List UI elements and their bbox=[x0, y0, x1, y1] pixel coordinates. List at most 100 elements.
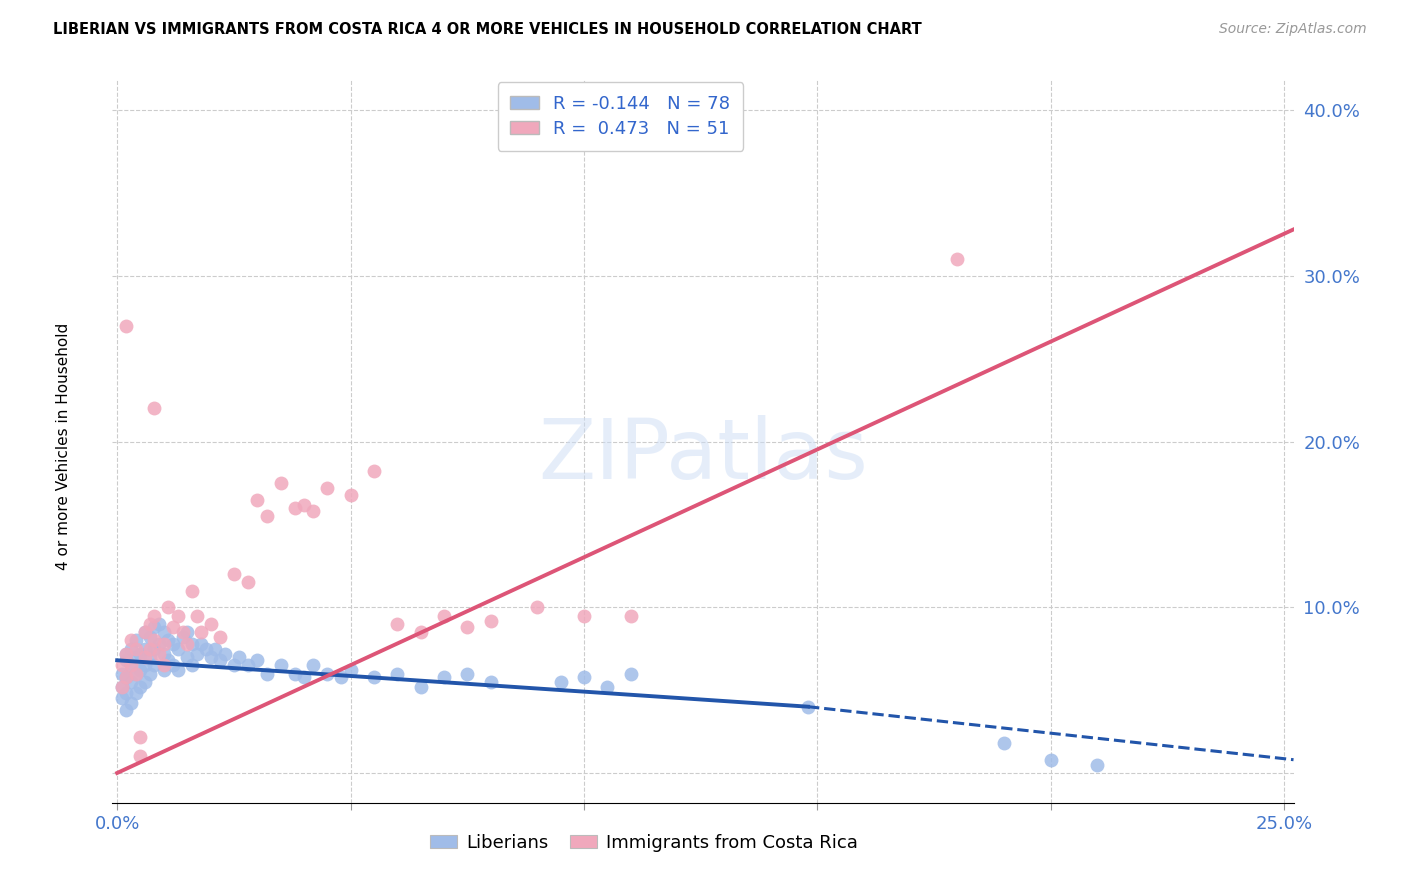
Point bbox=[222, 567, 245, 582]
Point bbox=[111, 680, 134, 694]
Point bbox=[993, 736, 1015, 750]
Point bbox=[139, 616, 162, 631]
Point bbox=[316, 481, 339, 495]
Point bbox=[180, 637, 202, 651]
Point bbox=[316, 666, 339, 681]
Point bbox=[283, 666, 305, 681]
Point bbox=[283, 500, 305, 515]
Point bbox=[194, 641, 217, 656]
Point bbox=[143, 608, 166, 623]
Point bbox=[200, 616, 222, 631]
Point bbox=[1087, 757, 1109, 772]
Point bbox=[292, 670, 315, 684]
Point bbox=[120, 674, 142, 689]
Text: 4 or more Vehicles in Household: 4 or more Vehicles in Household bbox=[56, 322, 70, 570]
Point bbox=[456, 620, 478, 634]
Point bbox=[176, 625, 198, 640]
Point bbox=[433, 670, 456, 684]
Point bbox=[270, 658, 292, 673]
Point bbox=[125, 686, 148, 700]
Point bbox=[129, 749, 152, 764]
Point bbox=[1039, 753, 1062, 767]
Point bbox=[148, 647, 170, 661]
Point bbox=[339, 487, 361, 501]
Point bbox=[120, 697, 142, 711]
Point bbox=[180, 583, 202, 598]
Point bbox=[572, 608, 595, 623]
Point bbox=[339, 663, 361, 677]
Point bbox=[256, 509, 278, 524]
Point bbox=[125, 650, 148, 665]
Text: ZIPatlas: ZIPatlas bbox=[538, 416, 868, 497]
Point bbox=[115, 670, 138, 684]
Point bbox=[120, 658, 142, 673]
Point bbox=[120, 633, 142, 648]
Point bbox=[157, 600, 180, 615]
Text: Source: ZipAtlas.com: Source: ZipAtlas.com bbox=[1219, 22, 1367, 37]
Point bbox=[115, 670, 138, 684]
Point bbox=[572, 670, 595, 684]
Point bbox=[620, 666, 643, 681]
Point bbox=[456, 666, 478, 681]
Point bbox=[157, 653, 180, 667]
Point bbox=[143, 658, 166, 673]
Point bbox=[125, 666, 148, 681]
Point bbox=[125, 633, 148, 648]
Point bbox=[125, 641, 148, 656]
Point bbox=[228, 650, 250, 665]
Point bbox=[120, 658, 142, 673]
Point bbox=[302, 504, 325, 518]
Point bbox=[143, 401, 166, 416]
Point bbox=[129, 647, 152, 661]
Point bbox=[946, 252, 969, 267]
Point bbox=[214, 647, 236, 661]
Point bbox=[143, 620, 166, 634]
Point bbox=[166, 608, 188, 623]
Point bbox=[409, 680, 432, 694]
Point bbox=[176, 637, 198, 651]
Point bbox=[143, 641, 166, 656]
Point bbox=[246, 653, 269, 667]
Point bbox=[596, 680, 619, 694]
Point bbox=[186, 647, 208, 661]
Point bbox=[153, 625, 176, 640]
Point bbox=[292, 498, 315, 512]
Point bbox=[172, 630, 194, 644]
Point bbox=[270, 475, 292, 490]
Point bbox=[153, 663, 176, 677]
Point bbox=[111, 666, 134, 681]
Point bbox=[620, 608, 643, 623]
Point bbox=[153, 637, 176, 651]
Point bbox=[115, 653, 138, 667]
Point bbox=[256, 666, 278, 681]
Point bbox=[139, 641, 162, 656]
Point bbox=[222, 658, 245, 673]
Point bbox=[363, 464, 385, 478]
Point bbox=[129, 680, 152, 694]
Point bbox=[172, 625, 194, 640]
Point bbox=[162, 637, 184, 651]
Point bbox=[409, 625, 432, 640]
Point bbox=[134, 658, 156, 673]
Point bbox=[111, 691, 134, 706]
Point bbox=[176, 650, 198, 665]
Point bbox=[120, 641, 142, 656]
Point bbox=[204, 641, 226, 656]
Point bbox=[129, 663, 152, 677]
Point bbox=[246, 492, 269, 507]
Point bbox=[115, 647, 138, 661]
Point bbox=[200, 650, 222, 665]
Point bbox=[166, 663, 188, 677]
Point bbox=[387, 666, 409, 681]
Point bbox=[236, 575, 259, 590]
Point bbox=[115, 686, 138, 700]
Text: LIBERIAN VS IMMIGRANTS FROM COSTA RICA 4 OR MORE VEHICLES IN HOUSEHOLD CORRELATI: LIBERIAN VS IMMIGRANTS FROM COSTA RICA 4… bbox=[53, 22, 922, 37]
Point bbox=[157, 633, 180, 648]
Point bbox=[526, 600, 548, 615]
Point bbox=[797, 699, 820, 714]
Point bbox=[143, 633, 166, 648]
Point bbox=[180, 658, 202, 673]
Point bbox=[208, 653, 231, 667]
Point bbox=[134, 650, 156, 665]
Point bbox=[550, 674, 572, 689]
